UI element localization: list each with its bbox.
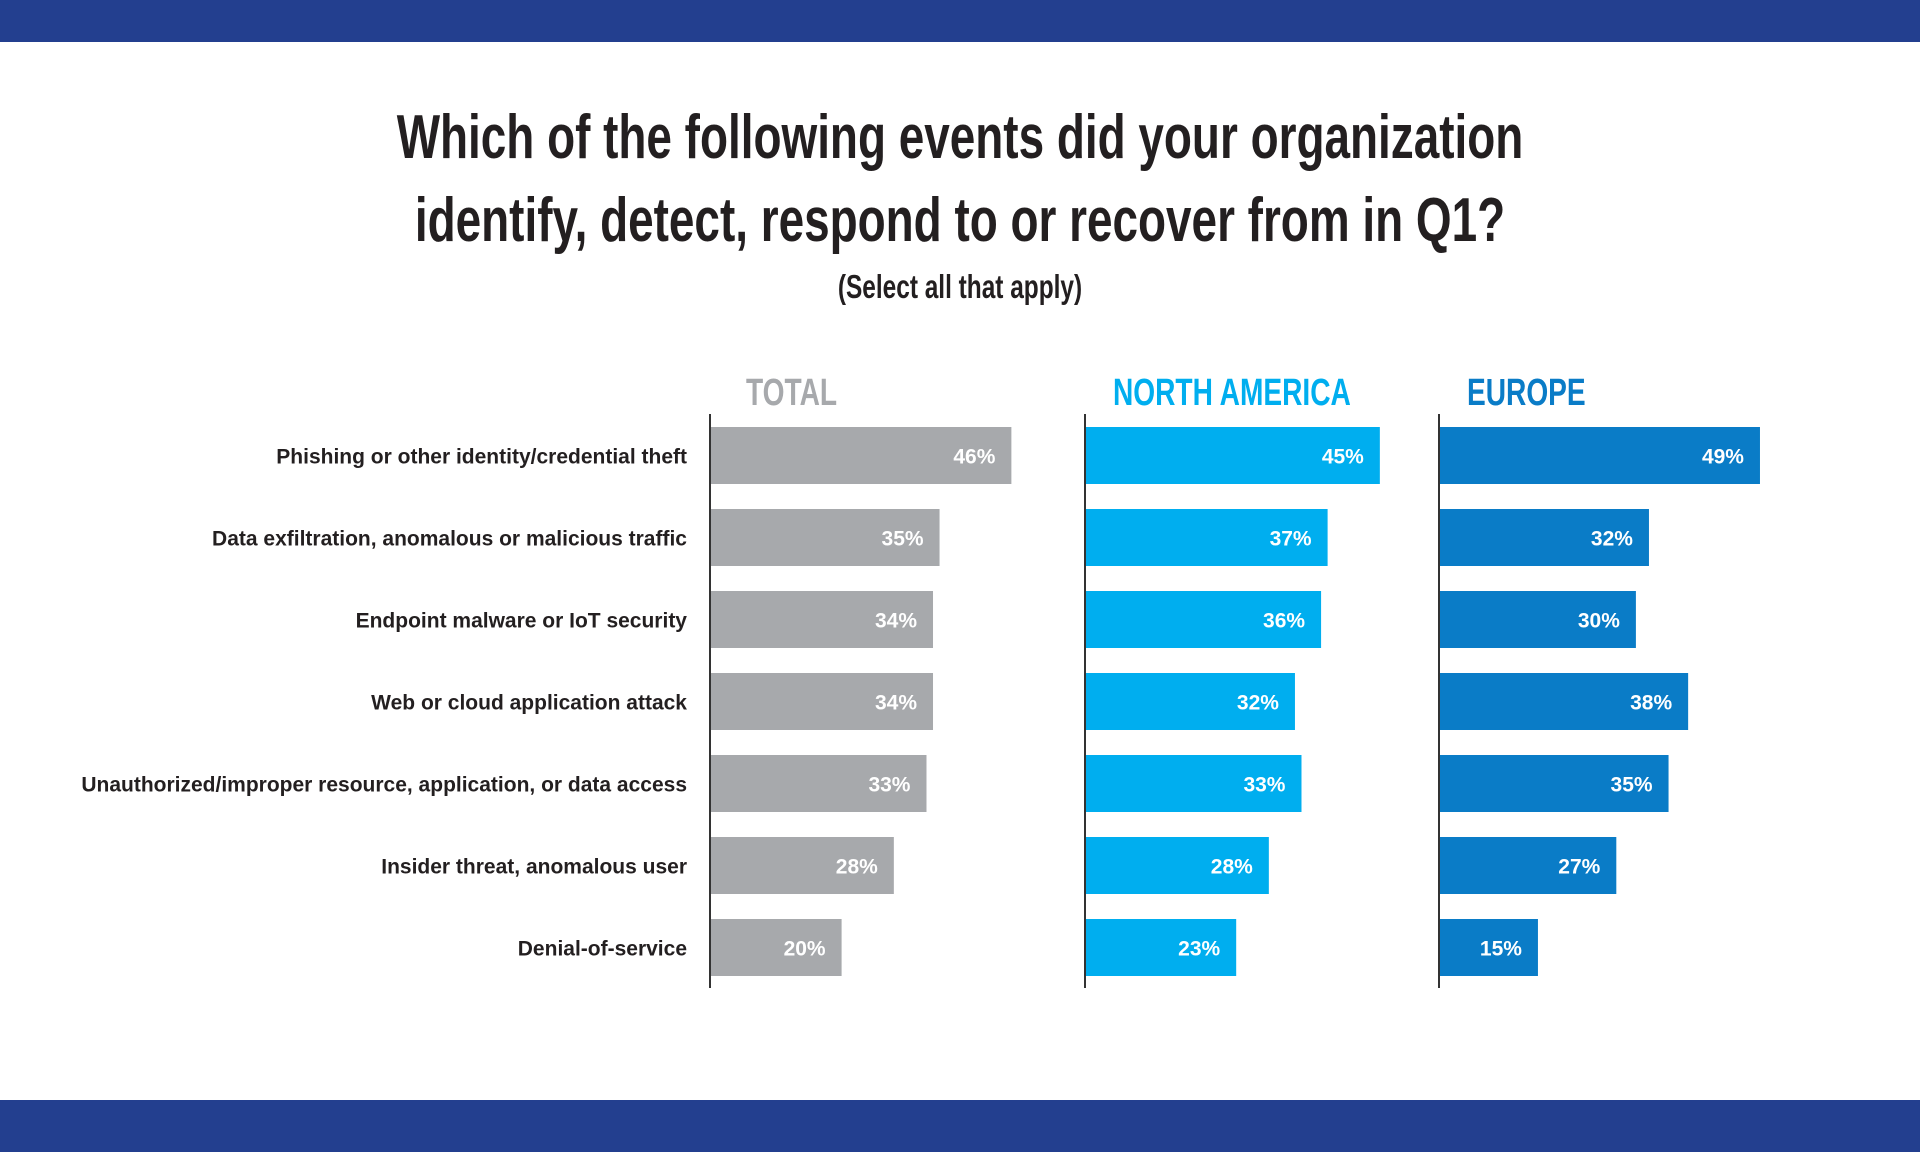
chart-title-line-2: identify, detect, respond to or recover … <box>414 186 1506 255</box>
bar <box>1440 673 1689 730</box>
category-label: Endpoint malware or IoT security <box>356 610 688 633</box>
bar <box>1086 673 1295 730</box>
series-header: EUROPE <box>1467 372 1586 414</box>
bar-value-label: 23% <box>1178 938 1220 961</box>
bar <box>1086 509 1328 566</box>
series-header: TOTAL <box>746 372 837 414</box>
bar <box>711 591 934 648</box>
bar <box>1086 837 1269 894</box>
bar-value-label: 28% <box>1211 856 1253 879</box>
bar-value-label: 32% <box>1591 528 1633 551</box>
bar-value-label: 32% <box>1237 692 1279 715</box>
bottom-band <box>0 1100 1920 1152</box>
category-label: Denial-of-service <box>518 938 687 961</box>
series-header: NORTH AMERICA <box>1113 372 1351 414</box>
bar-value-label: 15% <box>1480 938 1522 961</box>
bar-value-label: 27% <box>1558 856 1600 879</box>
category-label: Data exfiltration, anomalous or maliciou… <box>212 528 687 551</box>
bar <box>711 673 934 730</box>
bar-value-label: 35% <box>882 528 924 551</box>
category-label: Phishing or other identity/credential th… <box>276 446 687 469</box>
bar-value-label: 36% <box>1263 610 1305 633</box>
bar-value-label: 45% <box>1322 446 1364 469</box>
bar-value-label: 34% <box>875 692 917 715</box>
bar-value-label: 38% <box>1630 692 1672 715</box>
bar <box>1086 427 1380 484</box>
category-label: Unauthorized/improper resource, applicat… <box>81 774 687 797</box>
bar <box>711 427 1012 484</box>
bar <box>1440 919 1538 976</box>
bar-value-label: 28% <box>836 856 878 879</box>
bar <box>1086 755 1302 812</box>
bar <box>1086 591 1322 648</box>
category-label: Insider threat, anomalous user <box>381 856 687 879</box>
chart-title-line-1: Which of the following events did your o… <box>396 103 1524 172</box>
bar-value-label: 33% <box>868 774 910 797</box>
bar-value-label: 37% <box>1270 528 1312 551</box>
bar-value-label: 34% <box>875 610 917 633</box>
bar-value-label: 49% <box>1702 446 1744 469</box>
bar <box>1086 919 1237 976</box>
bar <box>1440 591 1636 648</box>
bar <box>711 509 940 566</box>
bar <box>1440 837 1617 894</box>
chart-subtitle: (Select all that apply) <box>837 268 1083 305</box>
bar <box>711 919 842 976</box>
bar-value-label: 33% <box>1243 774 1285 797</box>
bar-value-label: 30% <box>1578 610 1620 633</box>
category-label: Web or cloud application attack <box>371 692 687 715</box>
bar-value-label: 46% <box>953 446 995 469</box>
bar-value-label: 35% <box>1611 774 1653 797</box>
bar <box>1440 509 1649 566</box>
bar <box>711 837 894 894</box>
bar-value-label: 20% <box>784 938 826 961</box>
bar <box>1440 755 1669 812</box>
bar <box>1440 427 1760 484</box>
top-band <box>0 0 1920 42</box>
bar <box>711 755 927 812</box>
